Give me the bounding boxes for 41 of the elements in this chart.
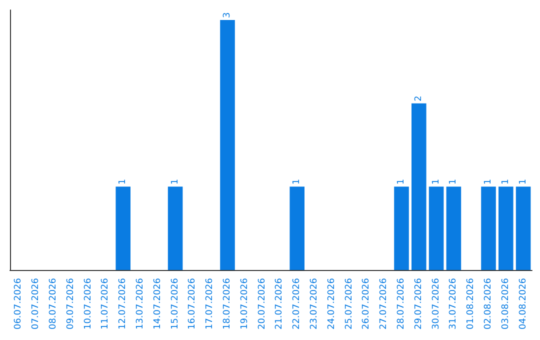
x-tick-label: 04.08.2026 [518,278,528,330]
data-label: 1 [518,178,528,185]
x-tick-label: 26.07.2026 [362,278,372,330]
x-tick-label: 12.07.2026 [118,278,128,330]
data-label: 1 [431,178,442,185]
x-tick-label: 27.07.2026 [379,278,390,330]
data-label: 1 [500,178,511,185]
data-label: 1 [118,178,128,185]
data-label: 3 [222,12,232,18]
x-tick-label: 20.07.2026 [257,278,268,330]
data-label: 2 [414,96,424,102]
x-tick-label: 19.07.2026 [240,278,250,330]
x-tick-label: 02.08.2026 [484,278,494,330]
data-label: 1 [484,178,494,185]
x-tick-label: 23.07.2026 [310,278,320,330]
x-tick-label: 29.07.2026 [414,278,424,330]
x-tick-label: 08.07.2026 [48,278,58,330]
x-tick-label: 22.07.2026 [292,278,302,330]
data-label: 1 [292,178,302,185]
data-label: 1 [396,178,406,185]
x-tick-label: 10.07.2026 [83,278,94,330]
x-tick-label: 07.07.2026 [31,278,42,330]
x-tick-label: 09.07.2026 [66,278,76,330]
x-tick-label: 01.08.2026 [466,278,476,330]
x-tick-label: 14.07.2026 [152,278,163,330]
x-tick-label: 13.07.2026 [136,278,146,330]
x-tick-label: 21.07.2026 [274,278,285,330]
x-tick-label: 18.07.2026 [222,278,232,330]
x-tick-label: 16.07.2026 [188,278,198,330]
x-tick-label: 25.07.2026 [344,278,354,330]
x-tick-label: 28.07.2026 [396,278,406,330]
x-tick-label: 03.08.2026 [500,278,511,330]
data-label: 1 [170,178,180,185]
x-tick-label: 11.07.2026 [100,278,111,330]
data-label: 1 [448,178,459,185]
x-tick-label: 15.07.2026 [170,278,180,330]
x-tick-label: 30.07.2026 [431,278,442,330]
x-tick-label: 17.07.2026 [205,278,216,330]
x-tick-label: 06.07.2026 [14,278,24,330]
x-tick-label: 24.07.2026 [326,278,337,330]
x-tick-label: 31.07.2026 [448,278,459,330]
